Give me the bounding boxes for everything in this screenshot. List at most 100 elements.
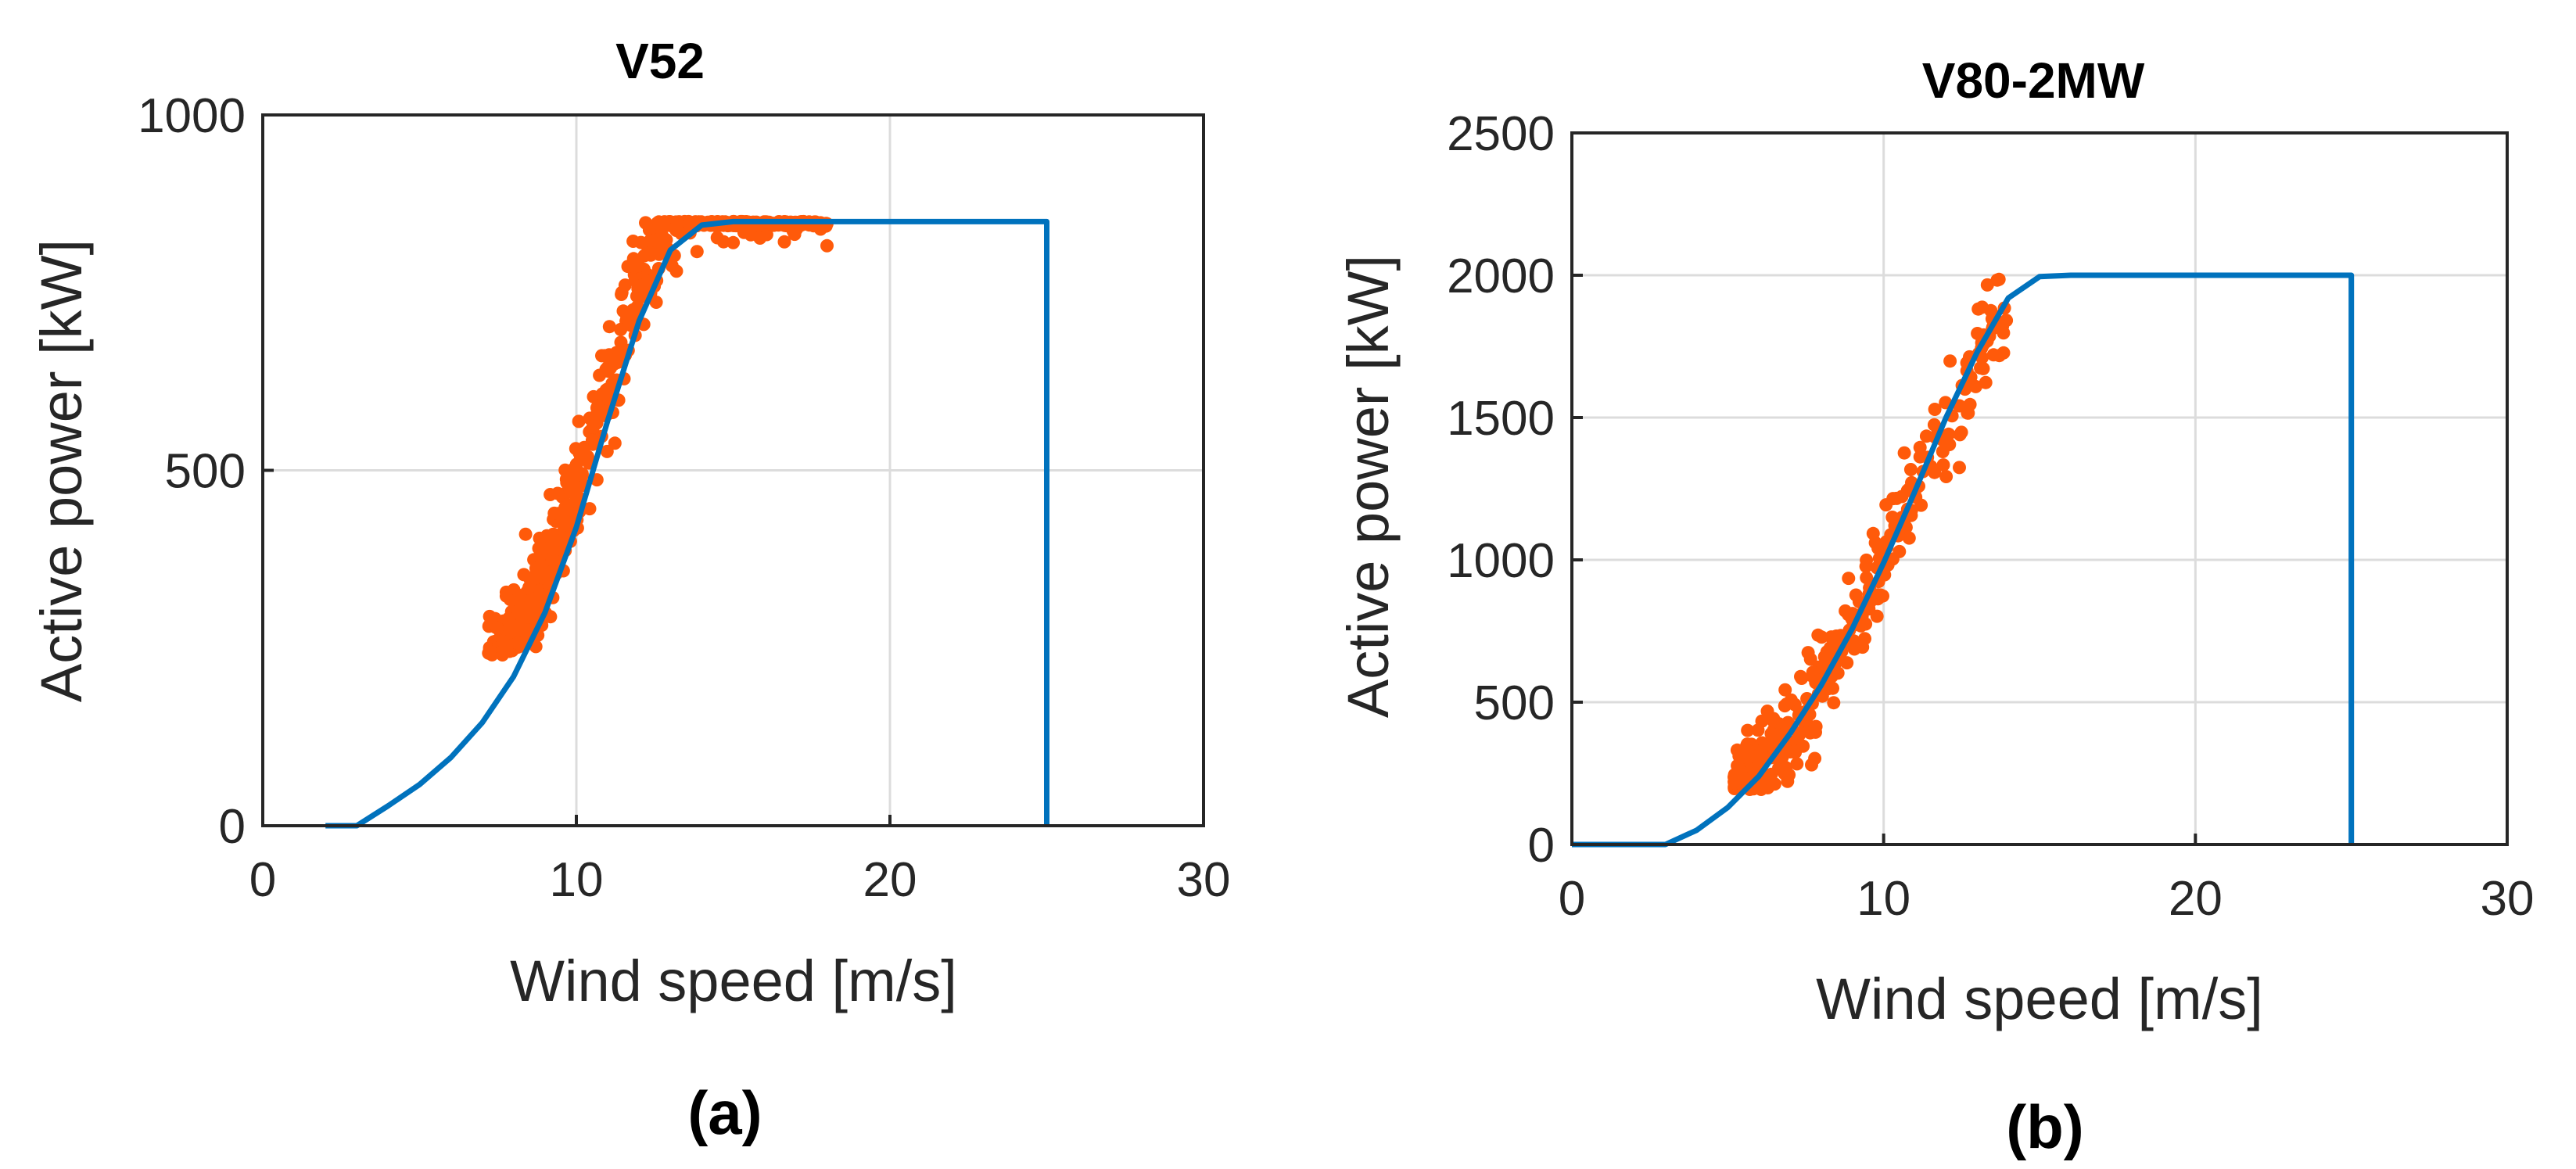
- chart-a-data-point: [651, 215, 666, 229]
- chart-b-xlabel: Wind speed [m/s]: [1816, 966, 2263, 1031]
- chart-a-data-point: [621, 260, 635, 274]
- chart-b-grid: [1572, 133, 2507, 844]
- chart-a-data-point: [558, 500, 572, 515]
- chart-b-data-point: [1928, 403, 1942, 416]
- chart-a-data-point: [777, 235, 791, 249]
- chart-b-data-point: [1790, 757, 1804, 771]
- chart-b-panel-label: (b): [2006, 1092, 2084, 1161]
- chart-a-data-point: [548, 554, 562, 568]
- chart-b-data-point: [1801, 646, 1815, 660]
- chart-a-data-point: [569, 494, 583, 508]
- chart-b-data-point: [1876, 589, 1889, 603]
- chart-a-data-point: [600, 444, 614, 458]
- chart-a-data-point: [601, 382, 615, 396]
- chart-a-xtick-label: 30: [1177, 853, 1231, 907]
- chart-b-data-point: [1885, 511, 1900, 524]
- chart-a-data-point: [551, 486, 565, 500]
- chart-b-ytick-label: 500: [1474, 676, 1555, 730]
- chart-a-xtick-label: 20: [863, 853, 917, 907]
- chart-a-xlabel: Wind speed [m/s]: [510, 948, 957, 1013]
- chart-b-data-point: [1860, 553, 1874, 567]
- chart-a-data-point: [522, 606, 536, 620]
- chart-a-data-point: [608, 436, 622, 450]
- chart-a-data-point: [483, 609, 497, 623]
- chart-a-data-point: [621, 307, 635, 321]
- chart-a-data-point: [639, 216, 653, 230]
- chart-a-data-point: [670, 215, 684, 229]
- chart-b-data-point: [1782, 768, 1796, 782]
- chart-b-data-point: [1927, 418, 1941, 432]
- chart-b-data-point: [1847, 642, 1861, 656]
- chart-a-data-point: [614, 322, 628, 336]
- chart-b-data-point: [1953, 461, 1966, 475]
- chart-b-ytick-label: 2500: [1447, 107, 1555, 161]
- chart-a-data-point: [727, 235, 741, 249]
- chart-b-ylabel: Active power [kW]: [1336, 255, 1401, 718]
- chart-a-xtick-label: 0: [249, 853, 276, 907]
- chart-b-data-point: [1903, 463, 1918, 476]
- chart-b-data-point: [1795, 672, 1809, 685]
- chart-a-ytick-label: 1000: [138, 89, 246, 143]
- chart-b-data-point: [1754, 747, 1768, 760]
- chart-b-xtick-label: 0: [1559, 872, 1585, 926]
- chart-b-data-point: [1741, 723, 1755, 737]
- chart-b-data-point: [1974, 361, 1987, 375]
- chart-a-data-point: [490, 621, 504, 635]
- chart-a-data-point: [522, 580, 536, 594]
- chart-b-xtick-label: 20: [2169, 872, 2223, 926]
- chart-b-data-point: [1826, 681, 1839, 695]
- chart-b-data-point: [1936, 445, 1950, 458]
- chart-b-data-point: [1767, 777, 1781, 791]
- chart-b-data-point: [1984, 303, 1998, 317]
- chart-a-data-point: [483, 644, 497, 658]
- chart-b-data-point: [1936, 458, 1950, 472]
- chart-a-ytick-label: 0: [219, 800, 246, 854]
- chart-b-data-point: [1980, 278, 1994, 292]
- chart-a-data-point: [690, 245, 704, 259]
- chart-b-data-point: [1809, 719, 1823, 733]
- chart-b-data-point: [1839, 604, 1853, 618]
- chart-b-data-point: [1879, 498, 1893, 512]
- chart-a: V52 0 10 20 30 0 500 1000 Wind speed [m/s] Act…: [29, 33, 1230, 1147]
- chart-b-axes-box: [1570, 131, 2509, 846]
- chart-b-data-point: [1731, 758, 1745, 773]
- chart-b-data-point: [1979, 375, 1993, 389]
- chart-a-title: V52: [615, 33, 705, 89]
- chart-b-data-point: [1866, 526, 1880, 540]
- chart-a-data-point: [499, 585, 513, 599]
- chart-a-data-point: [533, 531, 547, 545]
- chart-b-scatter: [1727, 272, 2014, 796]
- chart-b: V80-2MW 0 10 20 30 0 500 1000 1500 2000 2500 Wind…: [1336, 52, 2534, 1161]
- chart-b-data-point: [1897, 446, 1911, 460]
- chart-a-data-point: [567, 464, 581, 478]
- chart-a-data-point: [583, 502, 597, 516]
- chart-b-data-point: [1939, 470, 1954, 483]
- chart-a-data-point: [581, 450, 594, 464]
- chart-b-title: V80-2MW: [1922, 52, 2145, 109]
- chart-b-data-point: [1778, 699, 1792, 713]
- chart-b-data-point: [1814, 630, 1828, 644]
- chart-b-ytick-label: 0: [1528, 819, 1555, 873]
- chart-b-ytick-label: 1500: [1447, 392, 1555, 446]
- chart-b-data-point: [1997, 346, 2011, 360]
- chart-a-data-point: [518, 527, 533, 541]
- chart-b-power-curve: [1572, 272, 2355, 848]
- chart-b-data-point: [1961, 406, 1975, 420]
- chart-b-data-point: [1992, 272, 2006, 286]
- chart-b-data-point: [1764, 726, 1778, 740]
- chart-b-ytick-label: 1000: [1447, 534, 1555, 588]
- chart-b-xtick-label: 10: [1857, 872, 1910, 926]
- chart-b-data-point: [1840, 656, 1854, 670]
- chart-a-data-point: [599, 362, 613, 376]
- chart-b-data-point: [1727, 775, 1742, 789]
- chart-a-data-point: [496, 634, 510, 648]
- chart-a-ylabel: Active power [kW]: [29, 239, 94, 702]
- chart-b-data-point: [1827, 696, 1841, 710]
- chart-a-ytick-label: 500: [165, 445, 246, 499]
- chart-a-data-point: [659, 233, 673, 247]
- chart-b-data-point: [1842, 572, 1856, 586]
- chart-a-data-point: [637, 249, 651, 263]
- chart-a-data-point: [615, 288, 629, 301]
- chart-a-data-point: [652, 247, 666, 261]
